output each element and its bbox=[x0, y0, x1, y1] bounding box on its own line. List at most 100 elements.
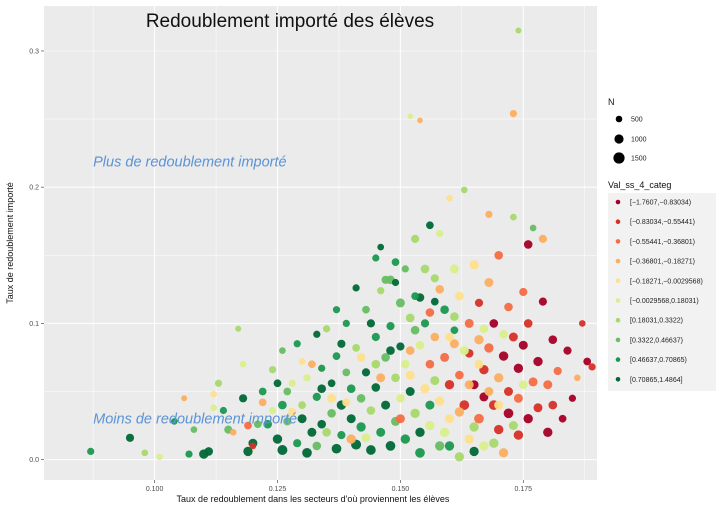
data-point bbox=[450, 326, 459, 335]
data-point bbox=[283, 387, 292, 396]
data-point bbox=[185, 450, 193, 458]
data-point bbox=[219, 406, 228, 415]
data-point bbox=[385, 441, 396, 451]
data-point bbox=[253, 420, 262, 429]
data-point bbox=[484, 387, 494, 396]
data-point bbox=[366, 406, 376, 415]
data-point bbox=[479, 324, 489, 334]
color-legend-key bbox=[615, 357, 621, 362]
data-point bbox=[425, 400, 435, 410]
data-point bbox=[307, 427, 317, 437]
data-point bbox=[312, 441, 322, 451]
data-point bbox=[273, 379, 282, 388]
y-tick-label: 0.2 bbox=[29, 185, 39, 192]
data-point bbox=[210, 404, 217, 412]
data-point bbox=[469, 446, 479, 457]
data-point bbox=[407, 113, 414, 120]
data-point bbox=[377, 243, 385, 251]
x-axis-label: Taux de redoublement dans les secteurs d… bbox=[177, 494, 450, 504]
data-point bbox=[538, 234, 547, 243]
data-point bbox=[361, 433, 371, 443]
data-point bbox=[499, 330, 508, 339]
data-point bbox=[588, 363, 596, 371]
data-point bbox=[415, 340, 425, 350]
data-point bbox=[277, 444, 288, 456]
data-point bbox=[420, 384, 430, 394]
data-points bbox=[87, 27, 596, 462]
data-point bbox=[356, 422, 366, 432]
data-point bbox=[411, 234, 420, 243]
color-legend-key bbox=[615, 219, 621, 224]
size-legend-label-500: 500 bbox=[631, 117, 643, 124]
data-point bbox=[494, 400, 504, 410]
data-point bbox=[445, 414, 454, 424]
data-point bbox=[439, 427, 450, 437]
data-point bbox=[391, 258, 400, 266]
data-point bbox=[356, 394, 366, 403]
data-point bbox=[381, 275, 390, 284]
data-point bbox=[474, 335, 484, 345]
data-point bbox=[293, 340, 301, 348]
data-point bbox=[417, 117, 423, 124]
data-point bbox=[440, 352, 450, 362]
y-axis-ticks: 0.0 0.1 0.2 0.3 bbox=[29, 48, 44, 464]
data-point bbox=[410, 408, 420, 418]
data-point bbox=[298, 401, 306, 409]
grid-lines bbox=[44, 6, 597, 480]
data-point bbox=[204, 447, 213, 456]
data-point bbox=[513, 363, 524, 373]
size-legend-label-1000: 1000 bbox=[631, 137, 647, 144]
data-point bbox=[509, 109, 518, 118]
data-point bbox=[283, 417, 292, 426]
data-point bbox=[346, 414, 356, 424]
data-point bbox=[474, 359, 484, 369]
data-point bbox=[474, 298, 484, 307]
data-point bbox=[435, 285, 445, 294]
data-point bbox=[318, 364, 326, 372]
data-point bbox=[484, 278, 494, 287]
size-legend-key-500 bbox=[615, 115, 623, 123]
data-point bbox=[141, 449, 149, 457]
data-point bbox=[548, 400, 558, 410]
x-axis-ticks: 0.100 0.125 0.150 0.175 bbox=[146, 480, 532, 493]
data-point bbox=[239, 360, 247, 368]
data-point bbox=[405, 387, 415, 396]
data-point bbox=[327, 409, 336, 418]
data-point bbox=[332, 306, 341, 314]
data-point bbox=[513, 430, 524, 440]
data-point bbox=[459, 346, 469, 356]
data-point bbox=[485, 210, 493, 219]
data-point bbox=[464, 434, 474, 444]
data-point bbox=[415, 427, 425, 437]
data-point bbox=[519, 287, 528, 297]
data-point bbox=[322, 428, 331, 437]
data-point bbox=[484, 343, 494, 353]
data-point bbox=[263, 419, 273, 429]
data-point bbox=[464, 380, 474, 390]
data-point bbox=[391, 278, 400, 287]
data-point bbox=[244, 421, 252, 430]
plot-panel bbox=[44, 6, 597, 480]
data-point bbox=[528, 377, 538, 387]
data-point bbox=[444, 441, 455, 451]
data-point bbox=[436, 229, 444, 238]
data-point bbox=[272, 434, 283, 444]
color-legend-label: [−1.7607,−0.83034) bbox=[630, 200, 691, 207]
data-point bbox=[523, 319, 533, 328]
data-point bbox=[214, 379, 223, 387]
x-tick-label: 0.150 bbox=[392, 486, 410, 493]
size-legend-label-1500: 1500 bbox=[631, 156, 647, 163]
color-legend-key bbox=[615, 239, 621, 244]
data-point bbox=[519, 380, 528, 390]
size-legend-title: N bbox=[608, 97, 615, 107]
data-point bbox=[513, 393, 523, 403]
data-point bbox=[293, 439, 302, 448]
color-legend-label: [0.18031,0.3322) bbox=[630, 318, 683, 325]
data-point bbox=[548, 335, 558, 345]
data-point bbox=[430, 376, 440, 386]
data-point bbox=[376, 373, 386, 383]
data-point bbox=[87, 447, 95, 456]
data-point bbox=[583, 357, 592, 366]
data-point bbox=[578, 320, 586, 327]
size-legend-key-1500 bbox=[613, 152, 625, 164]
